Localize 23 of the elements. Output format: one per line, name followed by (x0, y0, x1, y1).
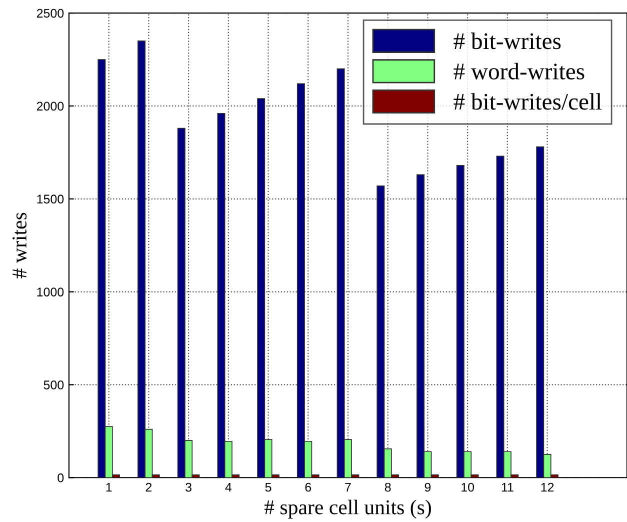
legend-label: # bit-writes/cell (454, 93, 602, 110)
legend-label: # bit-writes (454, 32, 561, 50)
y-tick-label: 1500 (37, 194, 64, 204)
x-tick-label: 12 (541, 482, 554, 492)
x-axis-title: # spare cell units (s) (264, 500, 431, 519)
x-tick-label: 3 (186, 482, 192, 492)
x-tick-label: 2 (146, 482, 152, 492)
x-tick-label: 4 (225, 482, 232, 492)
y-tick-label: 2500 (36, 8, 64, 18)
x-tick-label: 1 (106, 482, 112, 492)
legend-label: # word-writes (454, 62, 584, 80)
x-tick-label: 9 (424, 482, 431, 492)
y-tick-label: 500 (44, 380, 64, 390)
x-tick-label: 10 (462, 482, 474, 492)
y-tick-label: 1000 (37, 288, 64, 296)
x-tick-label: 7 (345, 482, 351, 492)
x-tick-label: 8 (384, 482, 391, 492)
y-tick-label: 0 (58, 473, 64, 482)
y-tick-label: 2000 (36, 102, 64, 111)
x-tick-label: 11 (502, 482, 514, 492)
x-tick-label: 5 (265, 482, 272, 492)
x-tick-label: 6 (305, 482, 312, 492)
y-axis-title: # writes (12, 212, 27, 278)
